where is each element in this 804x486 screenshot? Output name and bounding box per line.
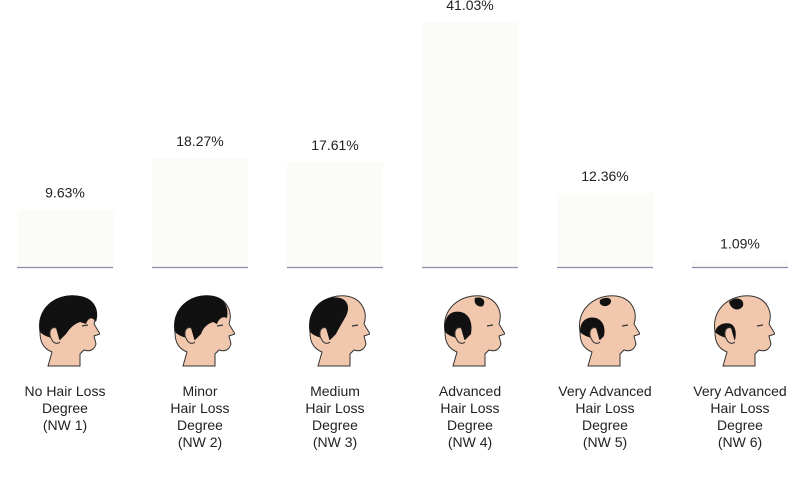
bar-1 — [17, 209, 113, 267]
category-label-6: Very Advanced Hair Loss Degree (NW 6) — [693, 383, 787, 450]
bar-4 — [422, 22, 518, 267]
value-label-6: 1.09% — [720, 235, 760, 251]
bar-6 — [692, 260, 788, 267]
bar-2 — [152, 157, 248, 267]
head-nw2-icon — [174, 295, 235, 367]
head-nw3-icon — [309, 295, 370, 367]
value-label-2: 18.27% — [176, 133, 223, 149]
head-nw1-icon — [39, 295, 100, 367]
value-label-3: 17.61% — [311, 137, 358, 153]
bar-3 — [287, 161, 383, 267]
category-label-4: Advanced Hair Loss Degree (NW 4) — [438, 383, 502, 450]
category-label-3: Medium Hair Loss Degree (NW 3) — [305, 383, 365, 450]
head-nw6-icon — [714, 295, 775, 367]
head-nw5-icon — [579, 295, 640, 367]
bar-5 — [557, 193, 653, 267]
value-label-1: 9.63% — [45, 184, 85, 200]
category-label-5: Very Advanced Hair Loss Degree (NW 5) — [558, 383, 652, 450]
category-label-2: Minor Hair Loss Degree (NW 2) — [170, 383, 230, 450]
head-nw4-icon — [444, 295, 505, 367]
value-label-4: 41.03% — [446, 0, 493, 13]
value-label-5: 12.36% — [581, 168, 628, 184]
category-label-1: No Hair Loss Degree (NW 1) — [24, 383, 106, 433]
